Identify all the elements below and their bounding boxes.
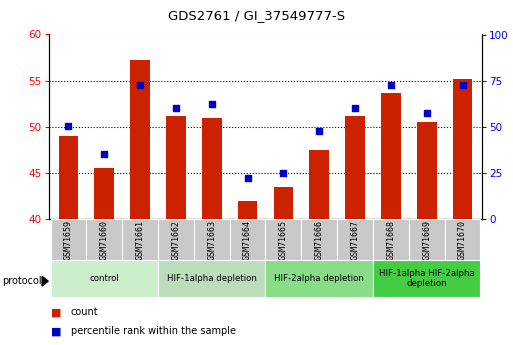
Text: ■: ■ — [51, 326, 62, 336]
Point — [100, 152, 108, 157]
Bar — [345, 116, 365, 219]
Bar — [86, 219, 122, 260]
Text: GSM71667: GSM71667 — [350, 220, 360, 260]
Bar — [273, 187, 293, 219]
Point — [136, 82, 144, 88]
Bar — [50, 219, 86, 260]
Text: GSM71661: GSM71661 — [135, 220, 145, 260]
Text: GSM71660: GSM71660 — [100, 220, 109, 260]
Bar — [373, 219, 409, 260]
Point — [279, 170, 287, 176]
Bar — [194, 219, 230, 260]
Text: ■: ■ — [51, 307, 62, 317]
Text: GSM71665: GSM71665 — [279, 220, 288, 260]
Text: HIF-1alpha HIF-2alpha
depletion: HIF-1alpha HIF-2alpha depletion — [379, 269, 475, 288]
Text: GDS2761 / GI_37549777-S: GDS2761 / GI_37549777-S — [168, 9, 345, 22]
Text: HIF-1alpha depletion: HIF-1alpha depletion — [167, 274, 256, 283]
Bar — [265, 219, 301, 260]
Point — [172, 106, 180, 111]
Bar — [58, 136, 78, 219]
FancyArrow shape — [42, 276, 48, 286]
Bar — [445, 219, 481, 260]
Bar — [452, 79, 472, 219]
Text: count: count — [71, 307, 98, 317]
Bar — [166, 116, 186, 219]
Bar — [94, 168, 114, 219]
Point — [208, 101, 216, 107]
Bar — [409, 219, 445, 260]
Text: GSM71670: GSM71670 — [458, 220, 467, 260]
Bar — [373, 260, 481, 297]
Point — [64, 123, 72, 129]
Point — [423, 110, 431, 116]
Bar — [238, 201, 258, 219]
Point — [244, 175, 252, 180]
Text: GSM71662: GSM71662 — [171, 220, 181, 260]
Point — [387, 82, 395, 88]
Text: HIF-2alpha depletion: HIF-2alpha depletion — [274, 274, 364, 283]
Bar — [417, 122, 437, 219]
Text: GSM71669: GSM71669 — [422, 220, 431, 260]
Bar — [122, 219, 158, 260]
Bar — [265, 260, 373, 297]
Text: control: control — [89, 274, 119, 283]
Bar — [50, 260, 158, 297]
Bar — [337, 219, 373, 260]
Text: GSM71668: GSM71668 — [386, 220, 396, 260]
Bar — [158, 260, 265, 297]
Bar — [301, 219, 337, 260]
Text: percentile rank within the sample: percentile rank within the sample — [71, 326, 236, 336]
Text: GSM71659: GSM71659 — [64, 220, 73, 260]
Text: GSM71666: GSM71666 — [314, 220, 324, 260]
Bar — [381, 93, 401, 219]
Text: GSM71664: GSM71664 — [243, 220, 252, 260]
Text: protocol: protocol — [3, 276, 42, 286]
Point — [351, 106, 359, 111]
Point — [459, 82, 467, 88]
Bar — [158, 219, 194, 260]
Bar — [230, 219, 265, 260]
Text: GSM71663: GSM71663 — [207, 220, 216, 260]
Bar — [309, 150, 329, 219]
Point — [315, 129, 323, 134]
Bar — [202, 118, 222, 219]
Bar — [130, 60, 150, 219]
